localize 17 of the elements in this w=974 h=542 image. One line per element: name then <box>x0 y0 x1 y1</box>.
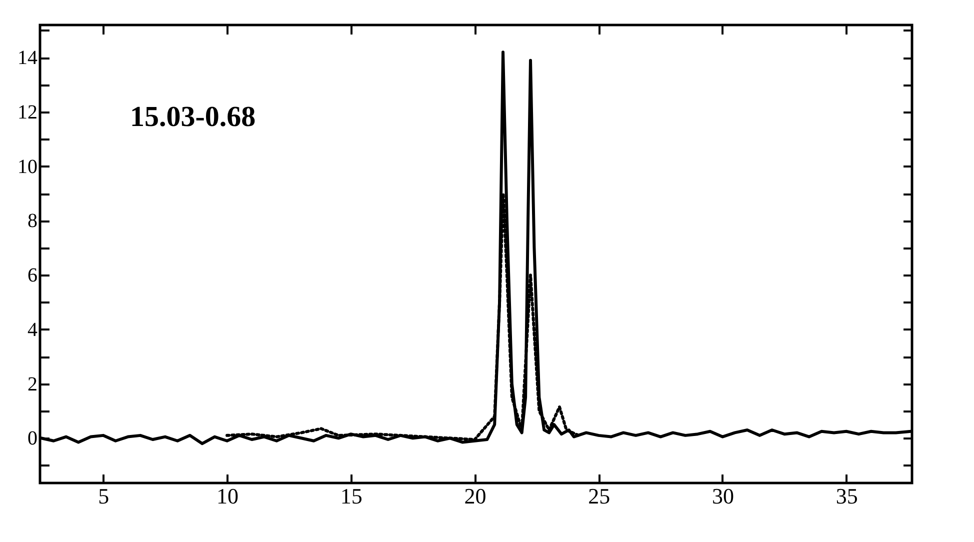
x-tick-label: 30 <box>712 484 734 508</box>
x-tick-label: 35 <box>836 484 858 508</box>
y-tick-label: 0 <box>28 428 38 450</box>
y-tick-label: 8 <box>28 210 38 232</box>
y-tick-label: 2 <box>28 373 38 396</box>
line-series <box>226 192 580 442</box>
x-tick-label: 15 <box>340 484 362 508</box>
y-tick-label: 6 <box>28 264 38 287</box>
y-tick-label: 12 <box>18 101 38 124</box>
y-tick-label: 4 <box>28 318 38 341</box>
x-tick-label: 25 <box>588 484 610 508</box>
x-tick-label: 10 <box>216 484 239 508</box>
x-tick-label: 20 <box>464 484 486 508</box>
y-tick-label: 10 <box>18 156 38 178</box>
y-tick-label: 14 <box>18 47 38 70</box>
annotation: 15.03-0.68 <box>130 101 256 133</box>
x-tick-label: 5 <box>98 484 110 508</box>
